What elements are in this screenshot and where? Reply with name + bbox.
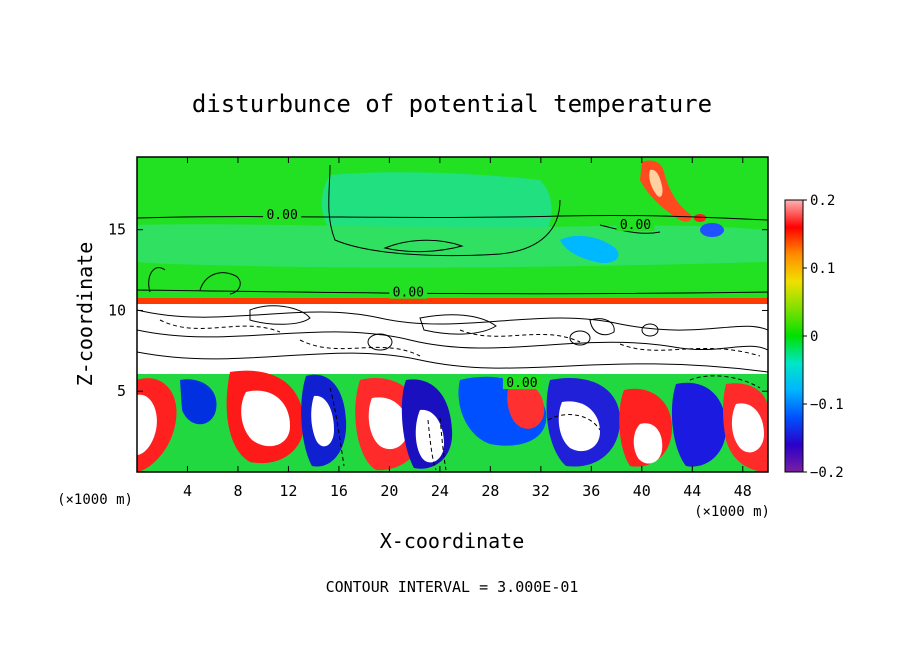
x-axis-label: X-coordinate	[380, 529, 525, 553]
x-tick-label: 40	[633, 482, 651, 500]
plot-area	[137, 157, 768, 472]
x-tick-label: 4	[183, 482, 192, 500]
contour-label: 0.00	[506, 376, 537, 391]
cool-eddy	[700, 223, 724, 237]
warm-eddy	[694, 214, 706, 222]
x-tick-label: 20	[380, 482, 398, 500]
x-tick-label: 48	[734, 482, 752, 500]
x-tick-label: 36	[582, 482, 600, 500]
colorbar-tick-label: 0.1	[810, 261, 835, 277]
chart-title: disturbunce of potential temperature	[192, 90, 712, 118]
upper-teal-band	[137, 224, 768, 267]
x-tick-label: 32	[532, 482, 550, 500]
y-tick-label: 15	[108, 221, 126, 239]
x-tick-label: 28	[481, 482, 499, 500]
x-axis-unit: (×1000 m)	[694, 504, 770, 520]
y-tick-label: 5	[117, 382, 126, 400]
contour-interval-note: CONTOUR INTERVAL = 3.000E-01	[326, 578, 579, 596]
colorbar-tick-label: 0.2	[810, 193, 835, 209]
y-tick-label: 10	[108, 301, 126, 319]
y-axis-label: Z-coordinate	[73, 242, 97, 387]
x-tick-label: 12	[279, 482, 297, 500]
x-tick-label: 16	[330, 482, 348, 500]
colorbar-ticks: 0.2 0.1 0 −0.1 −0.2	[803, 193, 844, 481]
colorbar-tick-label: −0.1	[810, 397, 844, 413]
colorbar-tick-label: −0.2	[810, 465, 844, 481]
colorbar-tick-label: 0	[810, 329, 818, 345]
x-tick-label: 44	[683, 482, 701, 500]
tropopause-band	[137, 298, 768, 304]
contour-label: 0.00	[266, 208, 297, 223]
x-tick-label: 24	[431, 482, 449, 500]
colorbar	[785, 200, 803, 472]
x-tick-label: 8	[233, 482, 242, 500]
contour-label: 0.00	[620, 218, 651, 233]
y-axis-unit: (×1000 m)	[57, 492, 133, 508]
contour-label: 0.00	[393, 286, 424, 301]
